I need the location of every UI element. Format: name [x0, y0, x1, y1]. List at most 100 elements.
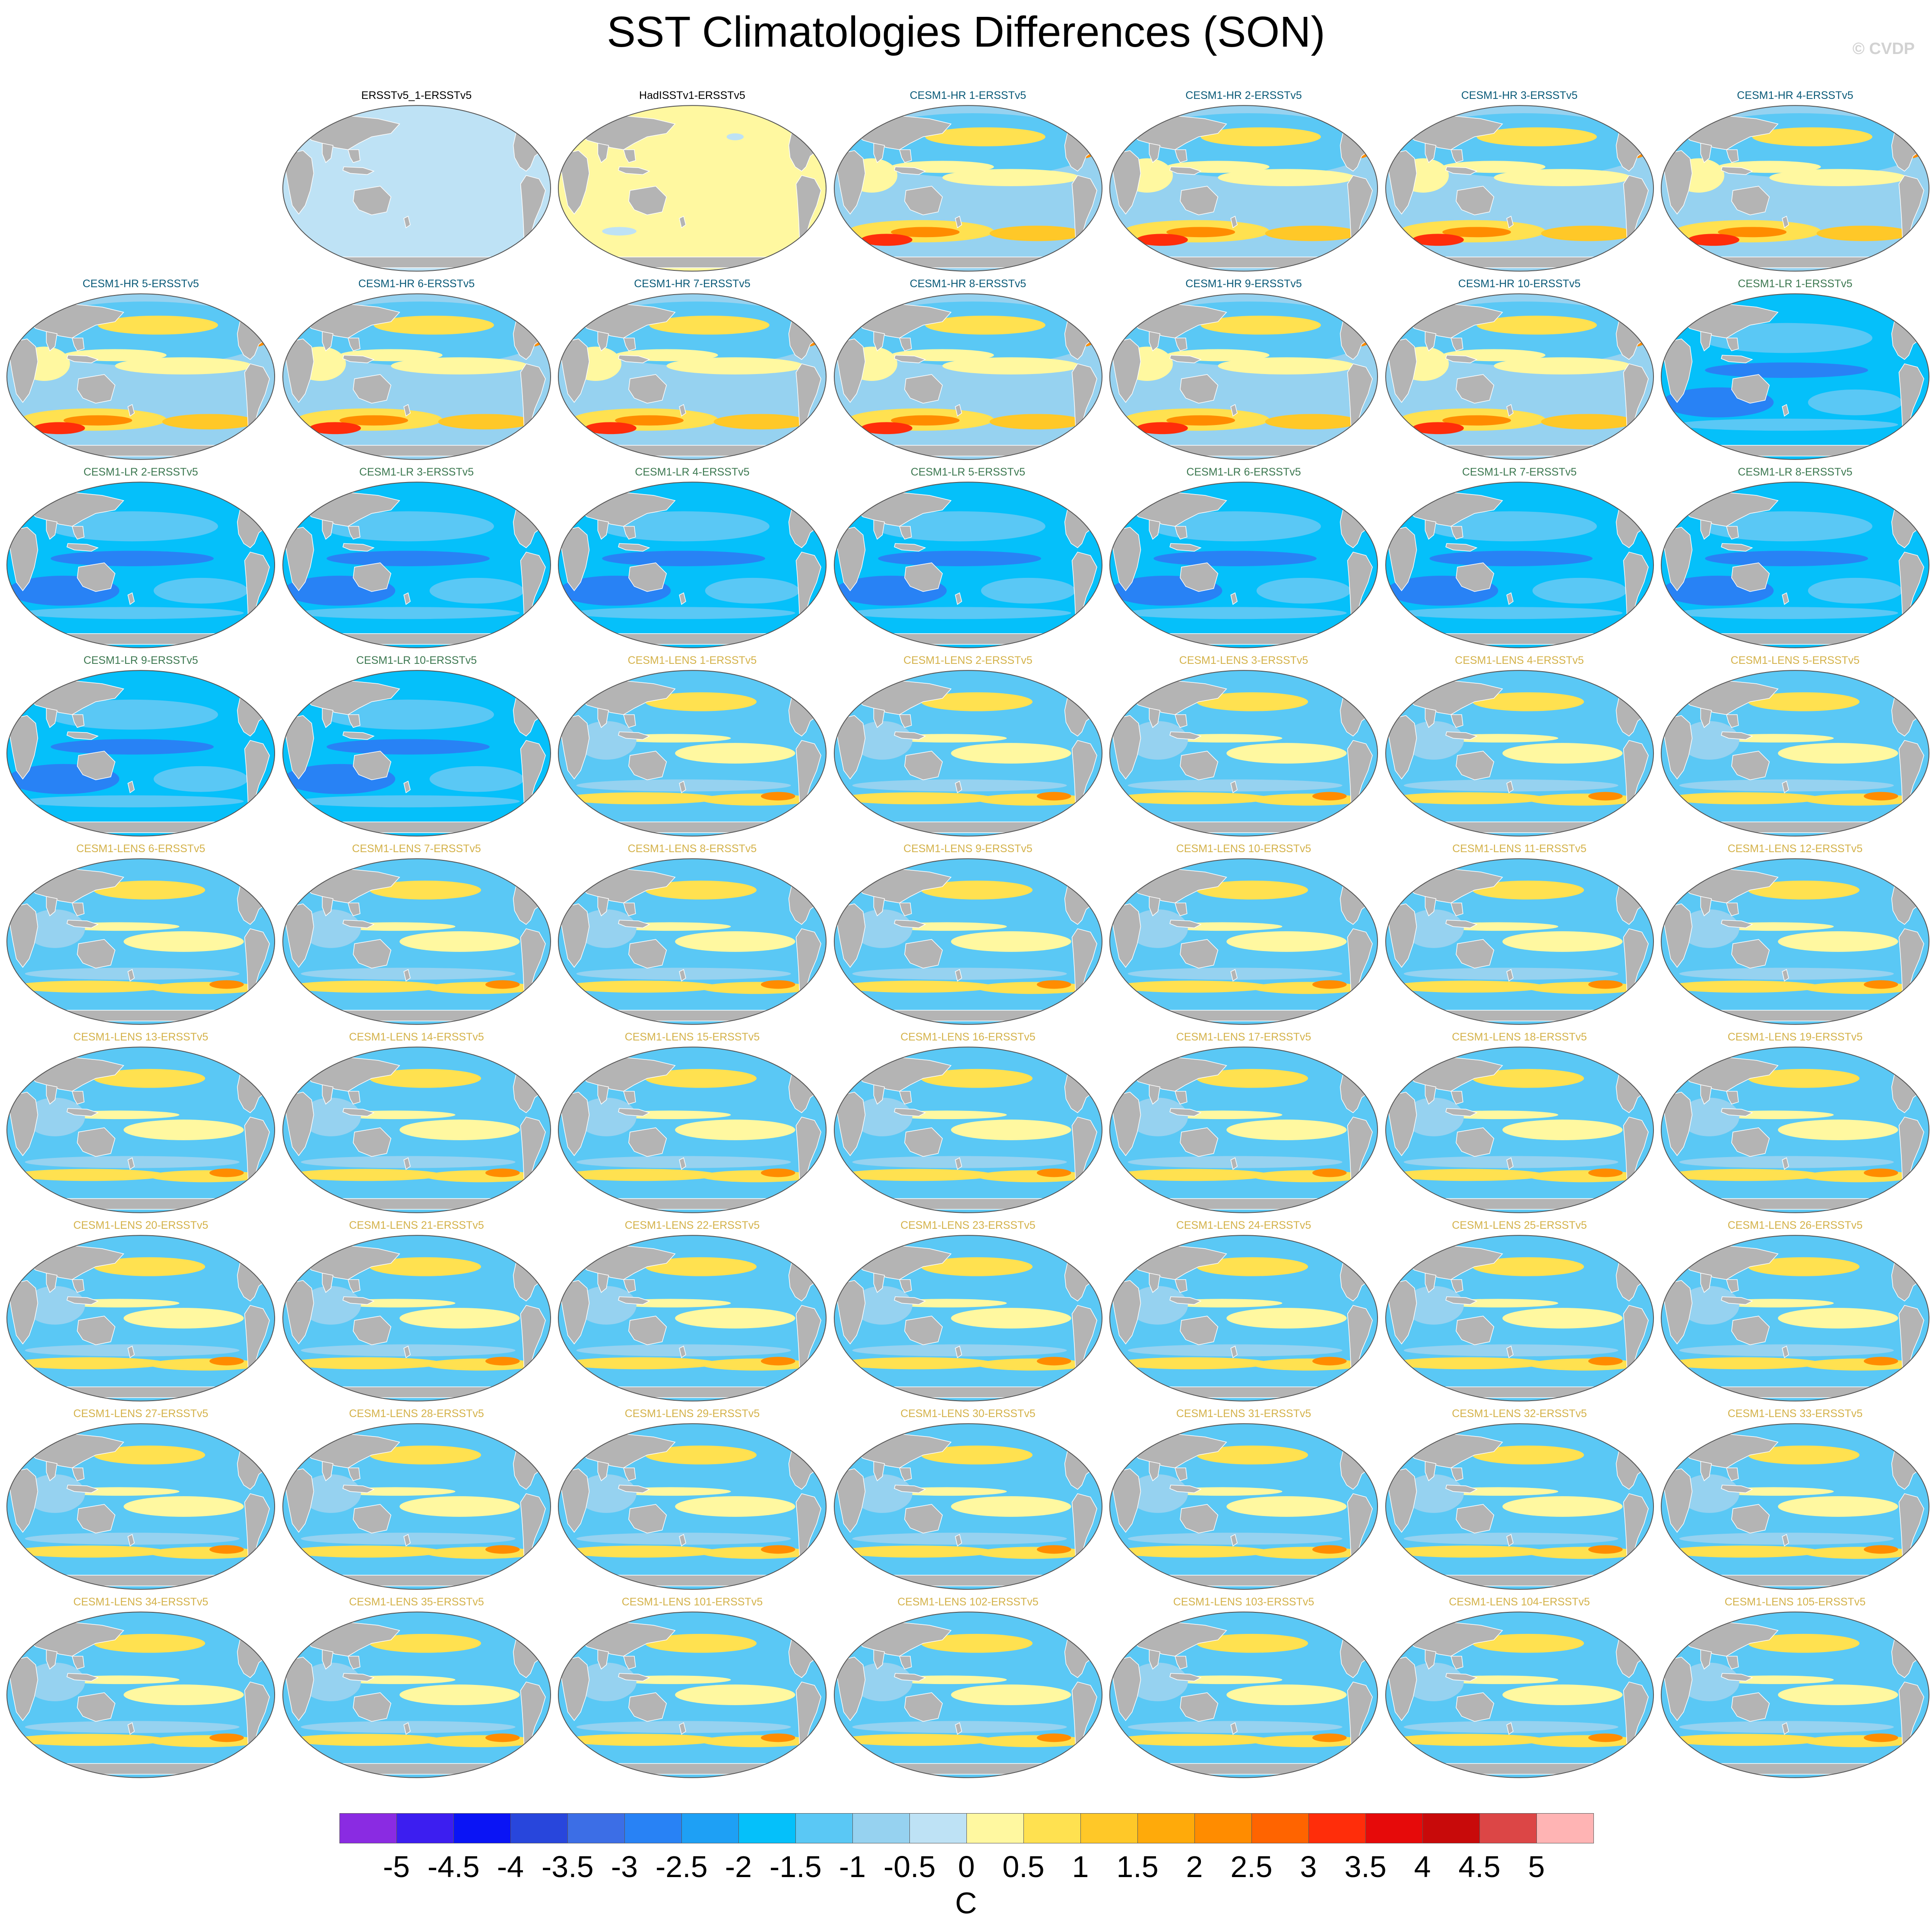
land-africa	[10, 1468, 38, 1533]
colorbar-swatch	[453, 1813, 511, 1843]
panel-title: CESM1-LENS 14-ERSSTv5	[349, 1031, 484, 1043]
panel-title: CESM1-LENS 101-ERSSTv5	[621, 1596, 763, 1608]
land-greenland	[811, 491, 827, 504]
land-india	[1700, 331, 1712, 352]
land-africa	[1664, 1280, 1693, 1345]
land-india	[1425, 707, 1436, 728]
map-62	[1660, 1611, 1930, 1778]
land-antarctica	[580, 633, 804, 645]
land-africa	[1388, 150, 1417, 215]
land-india	[1149, 896, 1161, 917]
land-newZealand	[954, 969, 962, 982]
map-20	[1660, 482, 1930, 648]
land-seAsia	[623, 526, 636, 540]
map-45	[833, 1235, 1102, 1402]
map-panel: CESM1-LENS 34-ERSSTv5	[3, 1595, 278, 1784]
colorbar-swatch	[1308, 1813, 1366, 1843]
land-indonesia	[342, 731, 375, 740]
land-newZealand	[1506, 780, 1514, 793]
land-australia	[352, 562, 391, 592]
land-africa	[1388, 715, 1417, 780]
land-seAsia	[1726, 149, 1739, 163]
map-panel: CESM1-HR 1-ERSSTv5	[831, 89, 1105, 277]
map-panel: CESM1-LENS 26-ERSSTv5	[1658, 1219, 1932, 1407]
land-greenland	[1087, 1056, 1102, 1069]
land-newZealand	[954, 1534, 962, 1547]
panel-title: CESM1-HR 7-ERSSTv5	[634, 278, 751, 290]
land-antarctica	[29, 445, 253, 457]
land-seAsia	[1175, 1656, 1188, 1670]
land-seAsia	[1726, 1656, 1739, 1670]
land-australia	[1731, 374, 1770, 404]
map-16	[557, 482, 827, 648]
land-indonesia	[342, 1673, 375, 1681]
map-5	[1385, 105, 1654, 272]
land-antarctica	[1683, 821, 1907, 833]
colorbar-tick-label: -4.5	[428, 1850, 480, 1884]
land-seAsia	[1726, 902, 1739, 917]
land-india	[597, 519, 609, 540]
land-india	[46, 1461, 58, 1481]
land-australia	[1180, 374, 1219, 404]
panel-title: CESM1-LENS 32-ERSSTv5	[1452, 1408, 1587, 1420]
panel-title: CESM1-LENS 25-ERSSTv5	[1452, 1219, 1587, 1231]
land-seAsia	[1175, 1091, 1188, 1105]
land-australia	[352, 374, 391, 404]
land-greenland	[1914, 679, 1929, 693]
land-indonesia	[618, 920, 650, 928]
land-greenland	[260, 1056, 275, 1069]
land-antarctica	[304, 1010, 529, 1021]
land-india	[46, 331, 58, 352]
land-seAsia	[1175, 1279, 1188, 1293]
map-31	[833, 858, 1102, 1025]
land-australia	[1180, 186, 1219, 216]
land-africa	[1112, 338, 1141, 403]
land-australia	[1731, 1316, 1770, 1345]
land-australia	[1731, 186, 1770, 216]
land-seAsia	[1450, 902, 1463, 917]
colorbar-swatch	[1137, 1813, 1195, 1843]
land-seAsia	[623, 714, 636, 728]
land-antarctica	[855, 1575, 1080, 1586]
land-india	[322, 896, 333, 917]
land-australia	[1455, 1127, 1494, 1157]
land-seAsia	[899, 902, 912, 917]
land-seAsia	[1175, 1467, 1188, 1481]
land-india	[1425, 1461, 1436, 1481]
land-india	[873, 707, 885, 728]
land-australia	[1731, 751, 1770, 780]
panel-title: CESM1-LENS 2-ERSSTv5	[903, 654, 1033, 666]
land-indonesia	[618, 1108, 650, 1116]
land-indonesia	[1169, 1484, 1202, 1493]
map-24	[833, 670, 1102, 837]
land-indonesia	[893, 920, 926, 928]
land-antarctica	[580, 1386, 804, 1398]
land-antarctica	[1407, 633, 1632, 645]
land-antarctica	[1683, 1010, 1907, 1021]
land-australia	[1731, 939, 1770, 969]
land-greenland	[1639, 1056, 1653, 1069]
map-panel: CESM1-LENS 14-ERSSTv5	[279, 1031, 554, 1219]
land-india	[1700, 1272, 1712, 1293]
land-seAsia	[72, 902, 85, 917]
land-australia	[352, 1504, 391, 1534]
land-india	[873, 143, 885, 163]
panel-title: CESM1-HR 9-ERSSTv5	[1185, 278, 1302, 290]
land-australia	[904, 186, 943, 216]
land-antarctica	[1683, 445, 1907, 457]
land-africa	[836, 1280, 865, 1345]
land-australia	[352, 1127, 391, 1157]
map-panel: CESM1-LENS 9-ERSSTv5	[831, 842, 1105, 1031]
map-panel: CESM1-LENS 17-ERSSTv5	[1106, 1031, 1381, 1219]
land-newZealand	[1506, 592, 1514, 605]
land-greenland	[811, 1432, 827, 1446]
land-newZealand	[954, 216, 962, 228]
land-africa	[1388, 1468, 1417, 1533]
land-antarctica	[304, 1198, 529, 1210]
land-newZealand	[954, 1345, 962, 1358]
land-africa	[285, 903, 314, 968]
colorbar-swatch	[966, 1813, 1024, 1843]
map-10	[833, 293, 1102, 460]
land-greenland	[1914, 302, 1929, 316]
land-seAsia	[899, 526, 912, 540]
